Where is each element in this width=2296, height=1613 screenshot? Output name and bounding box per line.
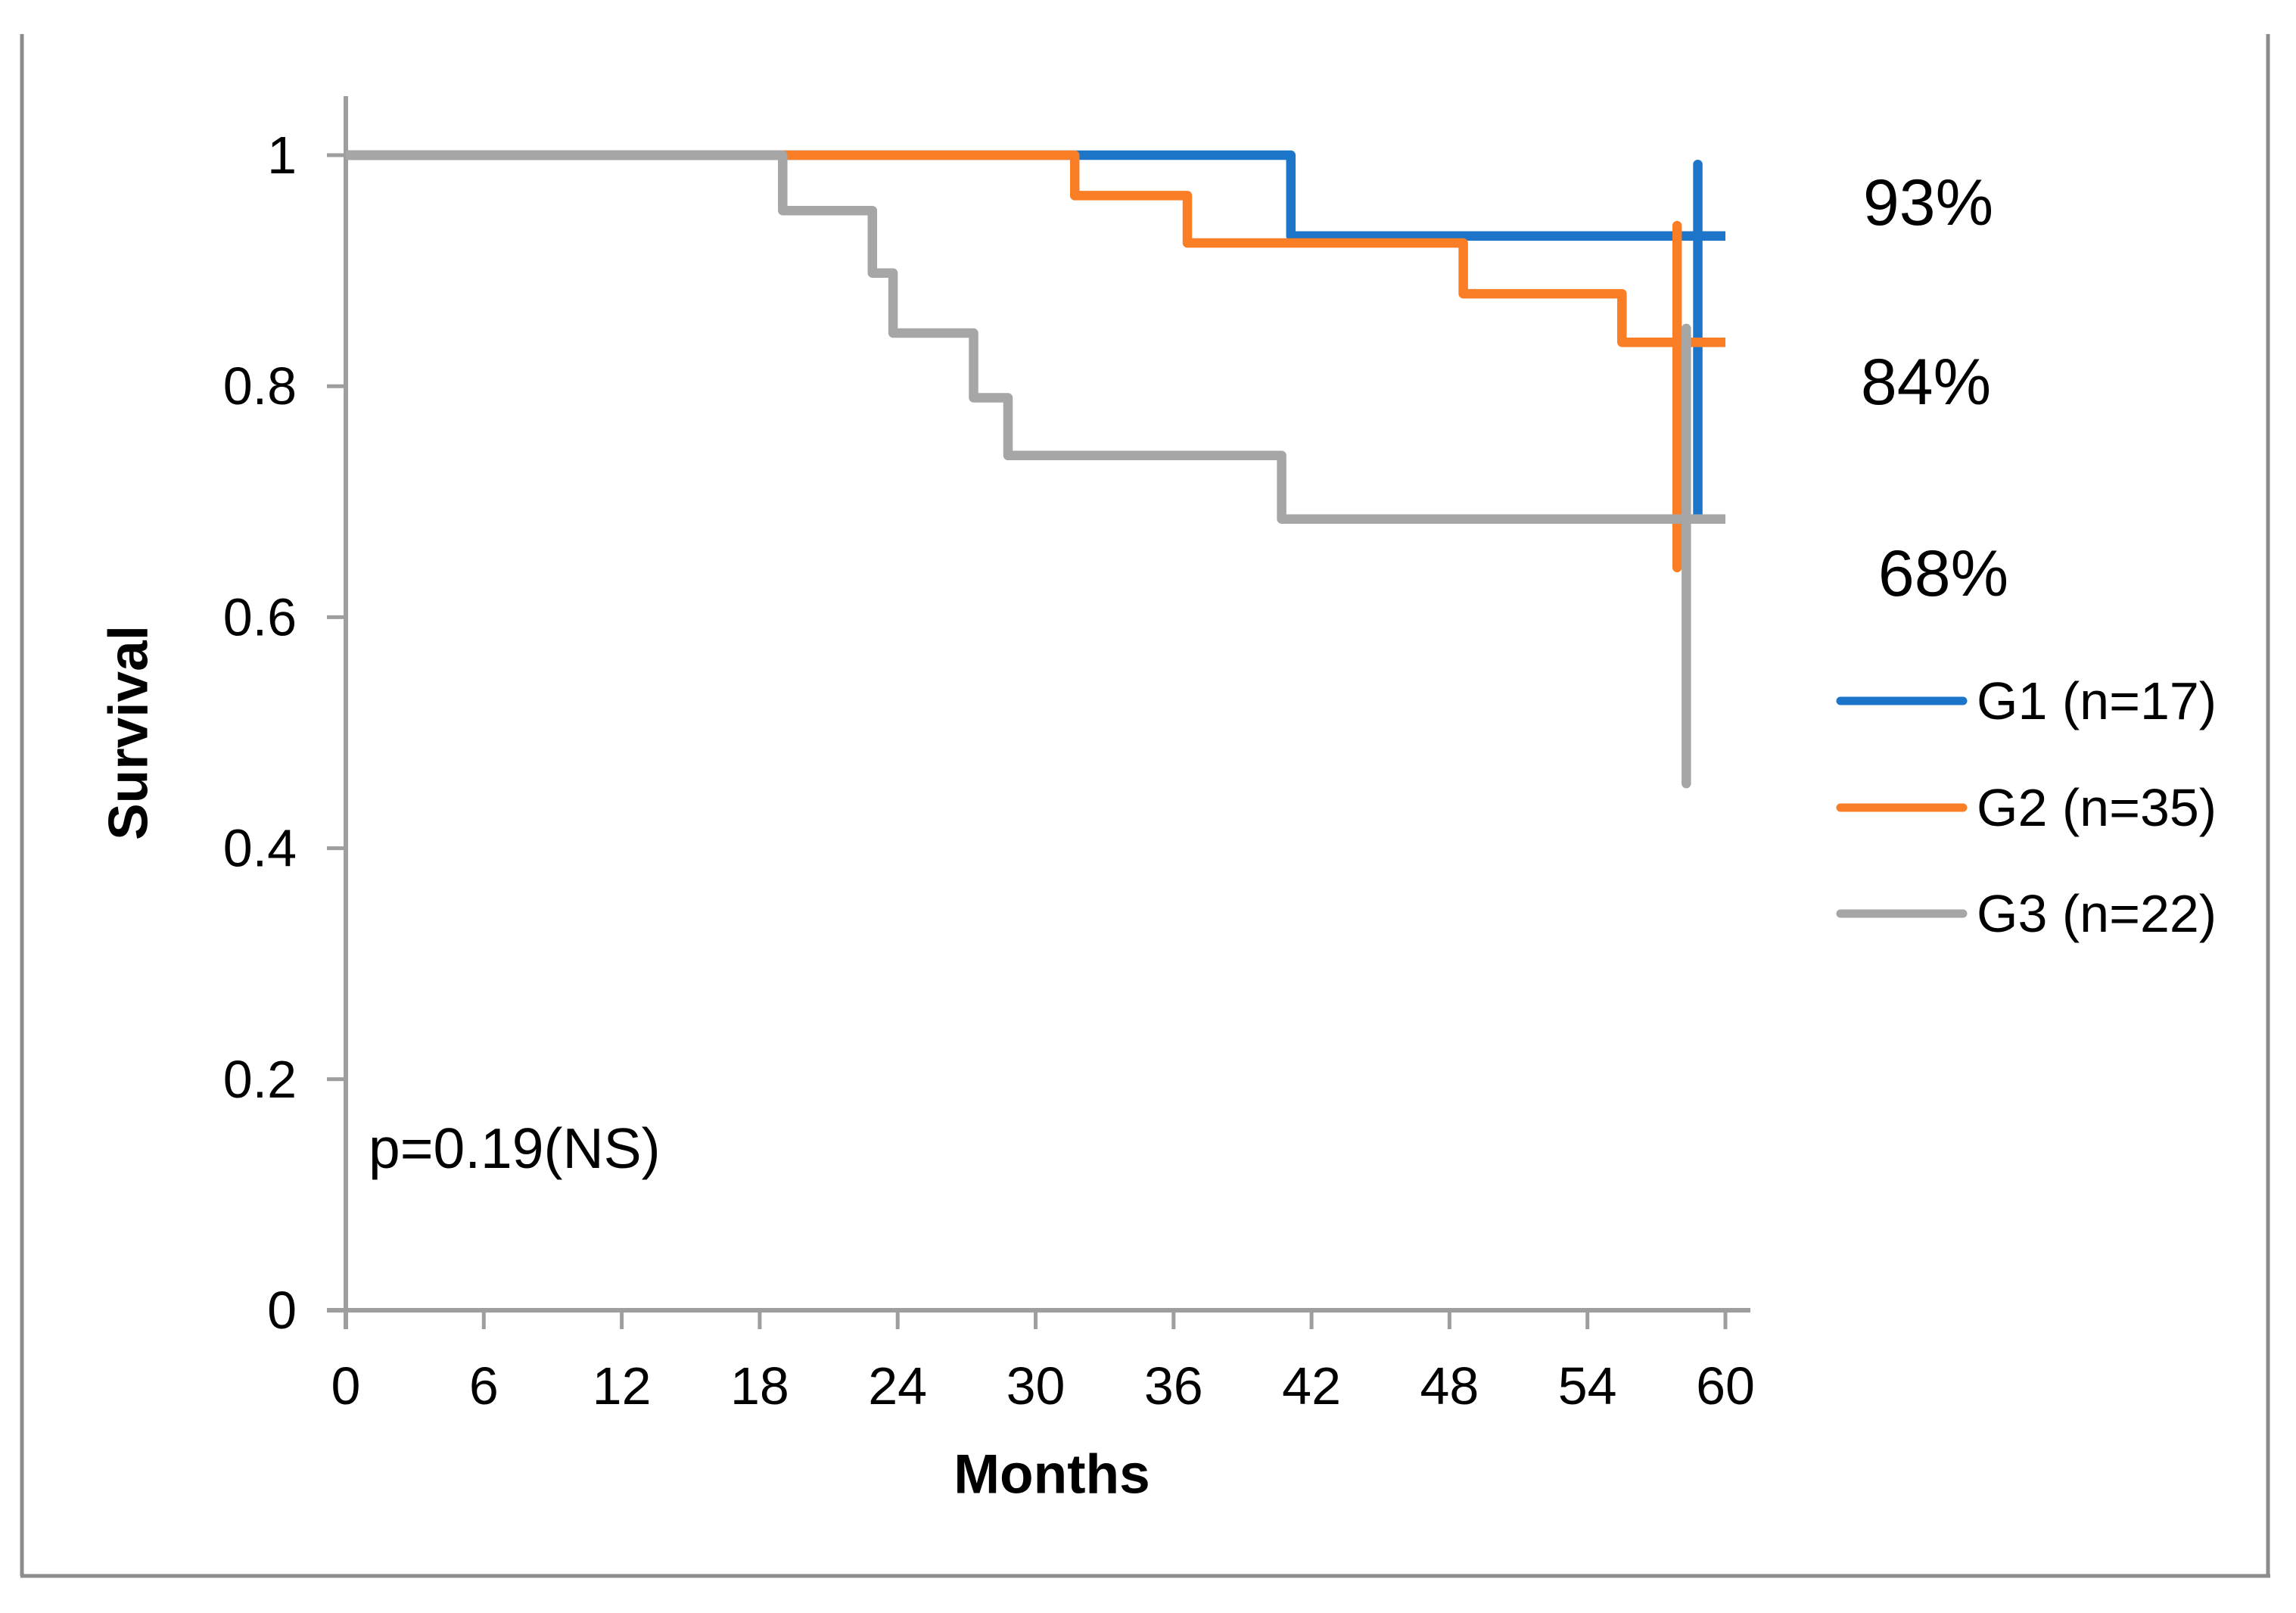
figure-border (20, 34, 2270, 1578)
axes: 0 0.2 0.4 0.6 0.8 1 0 6 12 18 24 30 36 42 48 54 60 (223, 96, 1755, 1415)
series-line-g2 (346, 150, 1725, 347)
survival-curves (346, 150, 1725, 789)
x-tick-label: 60 (1696, 1356, 1755, 1415)
x-tick-label: 30 (1006, 1356, 1066, 1415)
x-tick-label: 48 (1420, 1356, 1479, 1415)
x-tick-label: 12 (593, 1356, 652, 1415)
final-pct-label-g3: 68% (1878, 537, 2008, 610)
y-tick-label: 0.6 (223, 587, 297, 646)
x-tick-label: 0 (331, 1356, 361, 1415)
x-tick-label: 24 (868, 1356, 927, 1415)
legend-label-g3: G3 (n=22) (1977, 884, 2217, 943)
x-tick-label: 36 (1144, 1356, 1203, 1415)
y-tick-label: 0.8 (223, 357, 297, 416)
legend-label-g2: G2 (n=35) (1977, 778, 2217, 837)
final-pct-label-g2: 84% (1861, 346, 1991, 419)
y-tick-label: 0.2 (223, 1050, 297, 1109)
y-axis-title: Survival (98, 625, 160, 840)
final-pct-label-g1: 93% (1863, 167, 1993, 239)
series-line-g3 (346, 150, 1725, 524)
y-tick-label: 1 (267, 126, 297, 185)
series-line-g1 (346, 150, 1725, 241)
legend: G1 (n=17) G2 (n=35) G3 (n=22) (1836, 671, 2217, 943)
y-tick-label: 0.4 (223, 819, 297, 878)
x-tick-label: 42 (1282, 1356, 1341, 1415)
p-value-annotation: p=0.19(NS) (369, 1116, 661, 1180)
x-tick-label: 18 (730, 1356, 789, 1415)
x-tick-label: 54 (1558, 1356, 1617, 1415)
x-tick-label: 6 (469, 1356, 499, 1415)
x-axis-title: Months (954, 1444, 1150, 1506)
y-tick-label: 0 (267, 1281, 297, 1340)
legend-label-g1: G1 (n=17) (1977, 671, 2217, 730)
